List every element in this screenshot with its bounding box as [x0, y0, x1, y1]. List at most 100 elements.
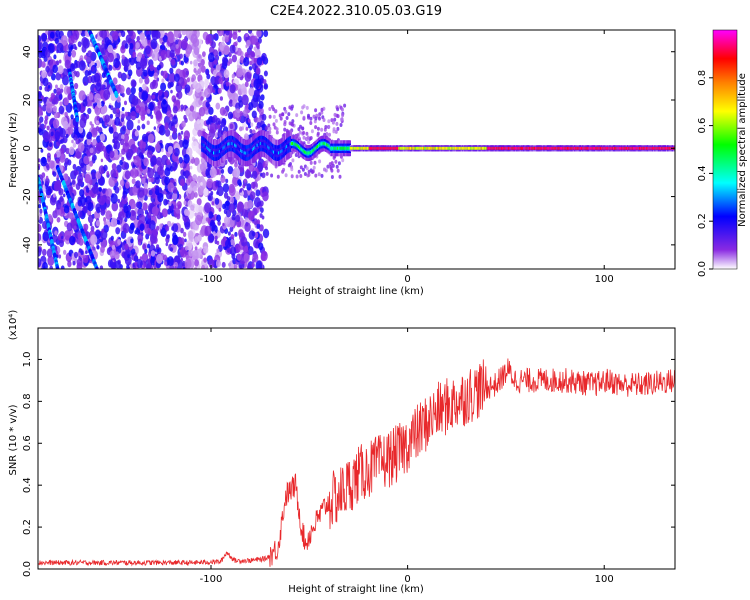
heatmap-cell: [71, 139, 74, 144]
heatmap-cell: [183, 114, 187, 120]
dominant-line-core: [264, 143, 268, 147]
heatmap-cell: [215, 259, 221, 268]
heatmap-cell: [173, 147, 180, 157]
heatmap-cell: [144, 45, 151, 55]
heatmap-cell: [228, 203, 235, 213]
heatmap-cell: [135, 180, 141, 189]
heatmap-cell: [313, 160, 317, 165]
heatmap-cell: [209, 167, 217, 178]
dominant-line-core: [235, 144, 238, 148]
heatmap-cell: [252, 253, 259, 263]
heatmap-cell: [170, 81, 174, 88]
heatmap-cell: [82, 99, 88, 107]
snr-frame: [37, 327, 676, 570]
heatmap-cell: [43, 124, 47, 129]
heatmap-cell: [209, 122, 217, 134]
heatmap-cell: [307, 140, 311, 145]
heatmap-cell: [58, 254, 62, 259]
heatmap-cell: [339, 123, 343, 127]
heatmap-cell: [232, 169, 238, 178]
heatmap-cell: [147, 133, 155, 144]
heatmap-cell: [200, 182, 203, 186]
heatmap-cell: [62, 249, 67, 255]
heatmap-cell: [247, 118, 251, 123]
heatmap-cell: [59, 195, 64, 202]
heatmap-cell: [204, 225, 212, 236]
heatmap-cell: [67, 51, 72, 57]
heatmap-cell: [193, 46, 200, 56]
heatmap-cell: [146, 150, 153, 159]
heatmap-cell: [136, 258, 143, 269]
heatmap-cell: [111, 244, 116, 250]
heatmap-cell: [121, 54, 125, 60]
heatmap-cell: [160, 49, 168, 60]
colorbar-ticks: 0.00.20.40.60.8: [697, 70, 713, 277]
heatmap-cell: [132, 51, 137, 58]
heatmap-cell: [56, 208, 62, 216]
x-tick-label: 0: [404, 274, 410, 285]
heatmap-cell: [219, 106, 226, 116]
heatmap-cell: [91, 66, 95, 72]
heatmap-cell: [190, 204, 195, 211]
heatmap-cell: [158, 124, 166, 136]
heatmap-cell: [141, 38, 148, 47]
heatmap-cell: [288, 121, 292, 126]
heatmap-cell: [243, 57, 250, 67]
heatmap-cell: [39, 85, 43, 91]
heatmap-cell: [214, 235, 218, 240]
heatmap-cell: [323, 167, 326, 172]
heatmap-cell: [91, 172, 96, 179]
heatmap-cell: [143, 182, 148, 190]
heatmap-cell: [232, 31, 238, 40]
heatmap-cell: [309, 136, 313, 140]
heatmap-cell: [218, 51, 222, 57]
heatmap-cell: [108, 176, 116, 187]
heatmap-cell: [47, 85, 51, 89]
heatmap-cell: [130, 86, 136, 95]
heatmap-cell: [233, 264, 238, 269]
heatmap-cell: [91, 123, 94, 128]
heatmap-cell: [263, 70, 268, 77]
heatmap-cell: [201, 264, 206, 269]
dominant-line-core: [376, 146, 380, 150]
heatmap-cell: [335, 164, 339, 169]
heatmap-cell: [117, 239, 122, 245]
heatmap-cell: [223, 69, 230, 79]
heatmap-cell: [100, 100, 105, 107]
heatmap-cell: [153, 126, 156, 130]
heatmap-cell: [167, 145, 174, 154]
heatmap-cell: [95, 220, 101, 227]
heatmap-cell: [162, 98, 167, 105]
heatmap-cell: [46, 165, 50, 171]
heatmap-cell: [302, 104, 306, 109]
heatmap-cell: [180, 60, 184, 66]
heatmap-cell: [241, 94, 249, 106]
heatmap-cell: [108, 104, 112, 109]
heatmap-cell: [336, 126, 340, 131]
heatmap-cell: [64, 111, 68, 118]
heatmap-cell: [55, 158, 60, 164]
heatmap-cell: [78, 90, 86, 101]
heatmap-cell: [172, 223, 179, 233]
heatmap-cell: [172, 235, 179, 245]
heatmap-cell: [212, 231, 216, 236]
heatmap-cell: [58, 94, 63, 100]
heatmap-cell: [49, 265, 53, 269]
heatmap-cell: [117, 198, 121, 204]
heatmap-cell: [231, 214, 236, 221]
heatmap-cell: [117, 71, 123, 79]
heatmap-cell: [83, 206, 88, 214]
heatmap-cell: [311, 169, 315, 174]
heatmap-cell: [81, 45, 87, 53]
heatmap-cell: [198, 205, 204, 213]
heatmap-cell: [119, 153, 123, 158]
heatmap-cell: [199, 228, 206, 238]
heatmap-cell: [156, 253, 163, 264]
heatmap-cell: [300, 110, 304, 115]
spectrogram-x-axis-label: Height of straight line (km): [288, 286, 424, 297]
dominant-line-core: [419, 146, 422, 150]
dominant-line-core: [356, 146, 360, 150]
heatmap-cell: [225, 178, 229, 184]
heatmap-cell: [62, 120, 69, 130]
heatmap-cell: [114, 116, 121, 126]
